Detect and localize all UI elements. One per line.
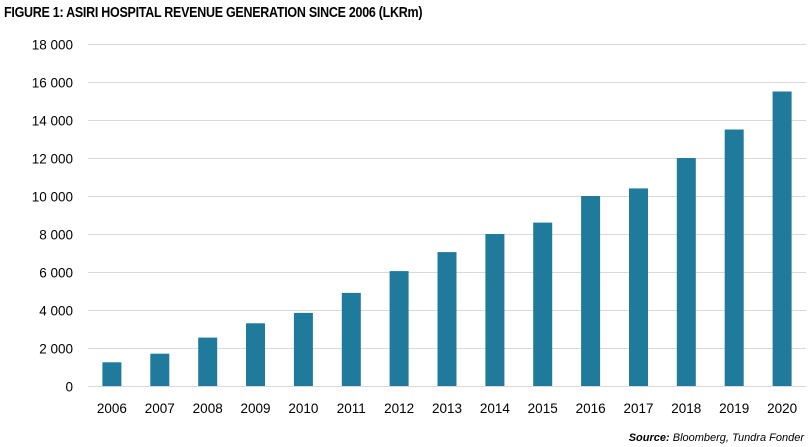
bar-2012 [389,271,409,386]
x-tick-label: 2010 [288,401,318,416]
bar-2015 [533,222,553,386]
x-tick-label: 2009 [240,401,270,416]
y-tick-label: 0 [65,380,73,395]
bar-2008 [198,337,218,386]
y-tick-label: 6 000 [39,266,73,281]
x-tick-label: 2020 [767,401,797,416]
bar-2020 [772,91,792,386]
y-tick-label: 12 000 [32,152,73,167]
x-tick-label: 2017 [623,401,653,416]
x-axis: 2006 2007 2008 2009 2010 2011 2012 2013 2014 2015… [97,401,797,416]
bar-2010 [293,312,313,386]
y-tick-label: 16 000 [32,76,73,91]
bar-2006 [102,362,122,387]
x-tick-label: 2015 [528,401,558,416]
y-tick-label: 8 000 [39,228,73,243]
y-tick-label: 18 000 [32,38,73,53]
bar-2019 [724,129,744,386]
bar-2018 [676,158,696,386]
bars [102,91,792,387]
bar-2017 [629,188,648,386]
x-tick-label: 2013 [432,401,462,416]
bar-2009 [246,323,265,386]
source-note: Source: Bloomberg, Tundra Fonder [629,432,804,444]
x-tick-label: 2008 [193,401,223,416]
x-tick-label: 2011 [337,401,366,416]
bar-2013 [437,252,457,386]
x-tick-label: 2019 [719,401,749,416]
source-text: Bloomberg, Tundra Fonder [672,432,804,444]
x-tick-label: 2014 [480,401,511,416]
x-tick-label: 2006 [97,401,127,416]
y-tick-label: 4 000 [39,304,73,319]
y-axis: 0 2 000 4 000 6 000 8 000 10 000 12 000 14 000 1… [32,38,73,395]
y-tick-label: 10 000 [32,190,73,205]
y-tick-label: 2 000 [39,342,73,357]
x-tick-label: 2016 [576,401,606,416]
source-label: Source: [628,432,670,444]
y-tick-label: 14 000 [32,114,73,129]
x-tick-label: 2012 [384,401,414,416]
x-tick-label: 2007 [145,401,175,416]
bar-2014 [485,234,505,386]
chart-title: FIGURE 1: ASIRI HOSPITAL REVENUE GENERAT… [4,5,423,21]
bar-2016 [581,196,601,386]
x-tick-label: 2018 [671,401,701,416]
bar-2011 [341,292,361,386]
bar-2007 [150,353,170,386]
